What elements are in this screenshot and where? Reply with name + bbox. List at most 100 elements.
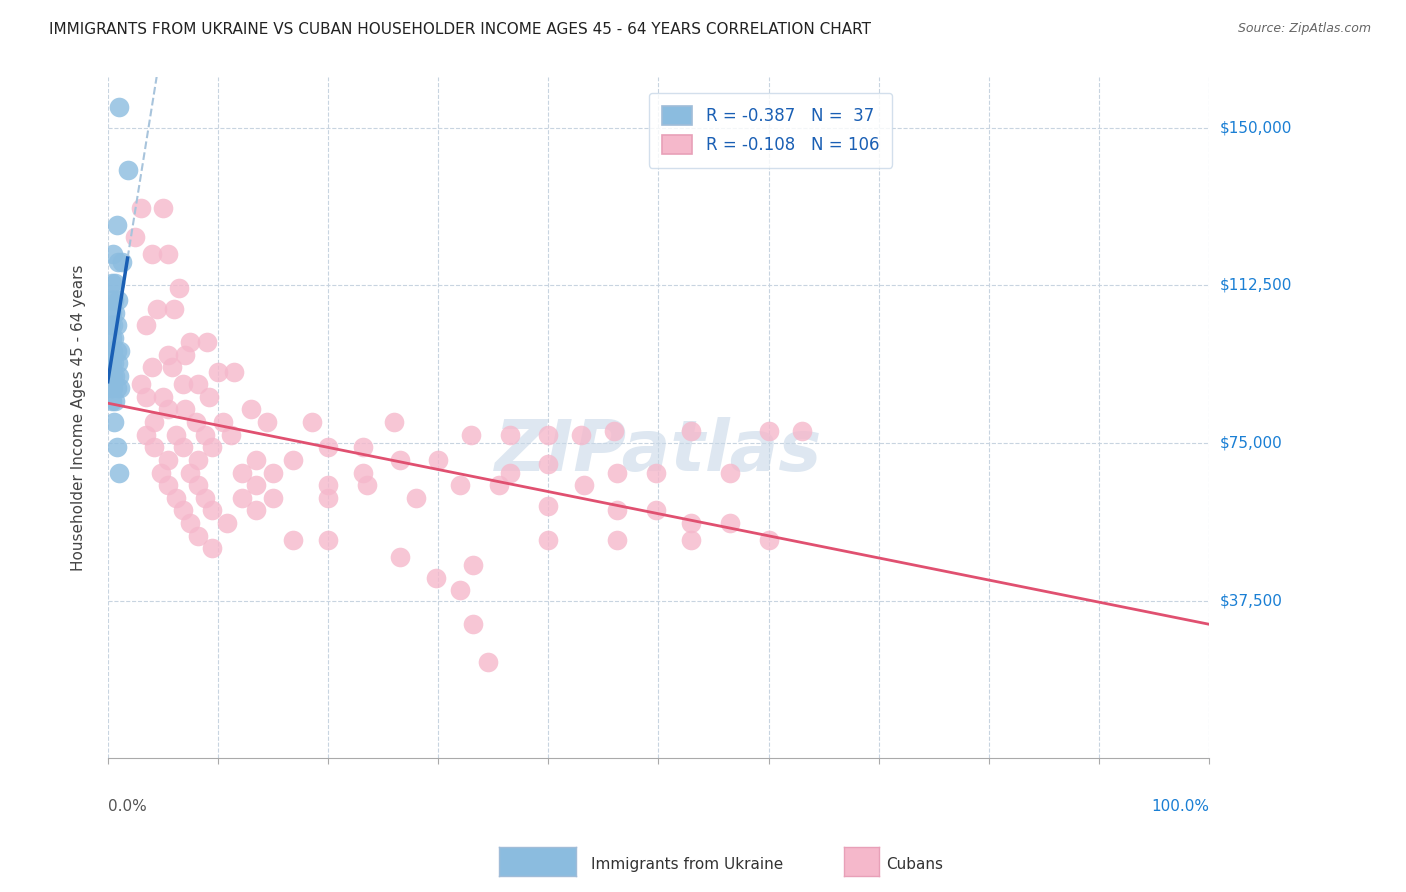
- Point: [152, 201, 174, 215]
- Point: [463, 616, 485, 631]
- Point: [537, 499, 560, 513]
- Point: [645, 503, 668, 517]
- Point: [449, 583, 471, 598]
- Y-axis label: Householder Income Ages 45 - 64 years: Householder Income Ages 45 - 64 years: [72, 265, 86, 571]
- Point: [231, 466, 253, 480]
- Point: [645, 466, 668, 480]
- Point: [103, 382, 125, 396]
- Point: [449, 478, 471, 492]
- Point: [107, 100, 129, 114]
- Point: [169, 280, 191, 294]
- Point: [104, 277, 127, 291]
- Point: [100, 318, 122, 333]
- Point: [352, 440, 374, 454]
- Point: [105, 218, 128, 232]
- Point: [105, 343, 128, 358]
- Point: [477, 655, 499, 669]
- Point: [108, 343, 131, 358]
- Point: [301, 415, 323, 429]
- Text: IMMIGRANTS FROM UKRAINE VS CUBAN HOUSEHOLDER INCOME AGES 45 - 64 YEARS CORRELATI: IMMIGRANTS FROM UKRAINE VS CUBAN HOUSEHO…: [49, 22, 872, 37]
- Point: [488, 478, 510, 492]
- Point: [172, 377, 194, 392]
- Point: [100, 382, 122, 396]
- Point: [101, 331, 124, 345]
- Point: [103, 247, 125, 261]
- Point: [187, 528, 209, 542]
- Point: [107, 368, 129, 383]
- Point: [172, 503, 194, 517]
- Point: [103, 293, 125, 308]
- Point: [606, 533, 628, 547]
- Point: [165, 427, 187, 442]
- Point: [105, 318, 128, 333]
- Point: [157, 402, 180, 417]
- Point: [405, 491, 427, 505]
- Point: [103, 318, 125, 333]
- Point: [460, 427, 482, 442]
- Point: [239, 402, 262, 417]
- Point: [149, 466, 172, 480]
- Point: [135, 390, 157, 404]
- Point: [129, 201, 152, 215]
- Point: [388, 453, 411, 467]
- Point: [103, 343, 125, 358]
- Point: [572, 478, 595, 492]
- Point: [187, 377, 209, 392]
- Point: [173, 348, 195, 362]
- Point: [103, 331, 125, 345]
- Point: [101, 356, 124, 370]
- Point: [107, 356, 129, 370]
- Point: [100, 343, 122, 358]
- Point: [499, 466, 522, 480]
- Text: $75,000: $75,000: [1220, 435, 1282, 450]
- Point: [163, 301, 186, 316]
- Point: [104, 394, 127, 409]
- Point: [124, 230, 146, 244]
- Point: [107, 293, 129, 308]
- Point: [537, 533, 560, 547]
- Point: [352, 466, 374, 480]
- Point: [201, 541, 224, 556]
- Point: [758, 533, 780, 547]
- Point: [463, 558, 485, 572]
- Point: [135, 427, 157, 442]
- Point: [537, 427, 560, 442]
- Point: [537, 457, 560, 471]
- Point: [606, 503, 628, 517]
- Point: [388, 549, 411, 564]
- Point: [681, 424, 703, 438]
- Point: [382, 415, 405, 429]
- Point: [231, 491, 253, 505]
- Point: [179, 335, 201, 350]
- Point: [108, 382, 131, 396]
- Point: [184, 415, 207, 429]
- Point: [143, 440, 166, 454]
- Point: [201, 503, 224, 517]
- Point: [143, 415, 166, 429]
- Point: [141, 360, 163, 375]
- Point: [281, 533, 304, 547]
- Point: [356, 478, 378, 492]
- Point: [165, 491, 187, 505]
- Point: [316, 478, 339, 492]
- Point: [316, 533, 339, 547]
- Point: [101, 394, 124, 409]
- Point: [103, 415, 125, 429]
- Point: [101, 277, 124, 291]
- Point: [105, 440, 128, 454]
- Point: [107, 466, 129, 480]
- Point: [718, 516, 741, 530]
- Point: [681, 533, 703, 547]
- Point: [427, 453, 450, 467]
- Text: ZIPatlas: ZIPatlas: [495, 417, 823, 486]
- Point: [172, 440, 194, 454]
- Text: 0.0%: 0.0%: [108, 799, 146, 814]
- Point: [215, 516, 238, 530]
- Point: [111, 255, 134, 269]
- Point: [101, 306, 124, 320]
- Point: [129, 377, 152, 392]
- Point: [146, 301, 169, 316]
- Point: [569, 427, 592, 442]
- Point: [103, 368, 125, 383]
- Point: [316, 491, 339, 505]
